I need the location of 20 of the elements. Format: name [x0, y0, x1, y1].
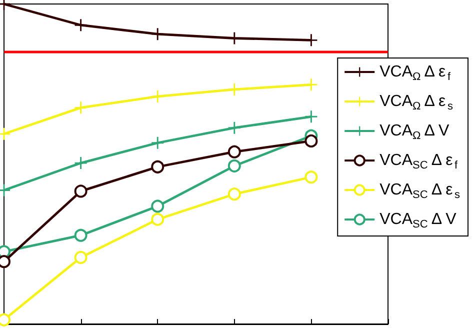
point	[74, 250, 88, 264]
point	[228, 159, 241, 172]
point	[304, 134, 318, 148]
point	[304, 170, 318, 184]
point	[305, 78, 318, 91]
point	[305, 110, 318, 123]
point	[152, 28, 164, 40]
point	[151, 160, 164, 174]
point	[74, 102, 87, 114]
point	[74, 228, 88, 242]
point	[228, 145, 241, 158]
point	[228, 122, 240, 134]
point	[74, 157, 87, 170]
point	[74, 184, 88, 198]
point	[228, 188, 241, 201]
point	[151, 212, 164, 226]
point	[74, 19, 87, 32]
point	[151, 200, 164, 213]
point	[228, 83, 240, 96]
point	[152, 136, 164, 149]
